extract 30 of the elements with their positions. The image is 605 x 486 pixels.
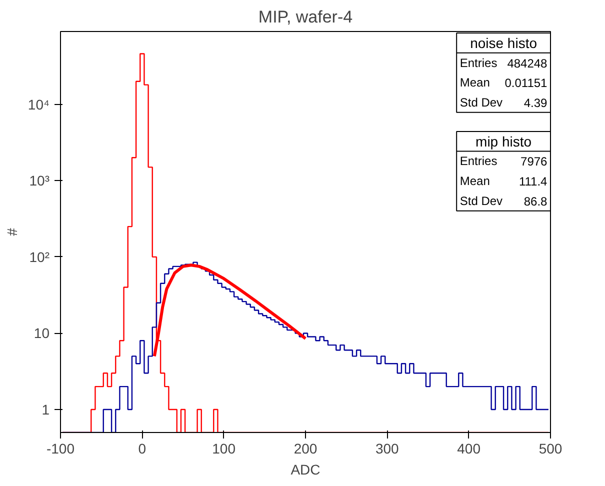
annotation: noise histo [470,34,538,51]
annotation: Mean [460,174,490,188]
x-tick-label: 0 [138,440,146,456]
annotation: 7976 [520,154,548,169]
x-tick-label: 300 [375,440,400,456]
annotation: Entries [460,154,498,168]
x-tick-label: 200 [294,440,318,456]
annotation: Std Dev [460,194,503,208]
annotation: 484248 [507,56,548,70]
annotation: 111.4 [518,174,548,189]
x-tick-label: 100 [212,440,236,456]
annotation: mip histo [476,133,532,150]
chart-title: MIP, wafer-4 [258,8,353,26]
x-tick-label: -100 [46,440,75,456]
x-tick-label: 500 [538,440,562,456]
x-tick-label: 400 [457,440,481,456]
y-tick-label: 1 [42,402,50,418]
x-axis-title: ADC [290,462,320,478]
annotation: 4.39 [524,96,548,110]
y-tick-label: 10 [34,325,50,342]
y-tick-label: 10⁴ [28,96,50,112]
annotation: 86.8 [524,194,548,208]
annotation: Mean [460,76,490,90]
annotation: Std Dev [460,95,503,110]
y-tick-label: 10² [29,248,50,265]
y-tick-label: 10³ [29,172,50,189]
annotation: 0.01151 [504,76,548,90]
annotation: Entries [460,56,498,70]
line-series [152,264,307,358]
y-axis-title: # [4,228,20,236]
